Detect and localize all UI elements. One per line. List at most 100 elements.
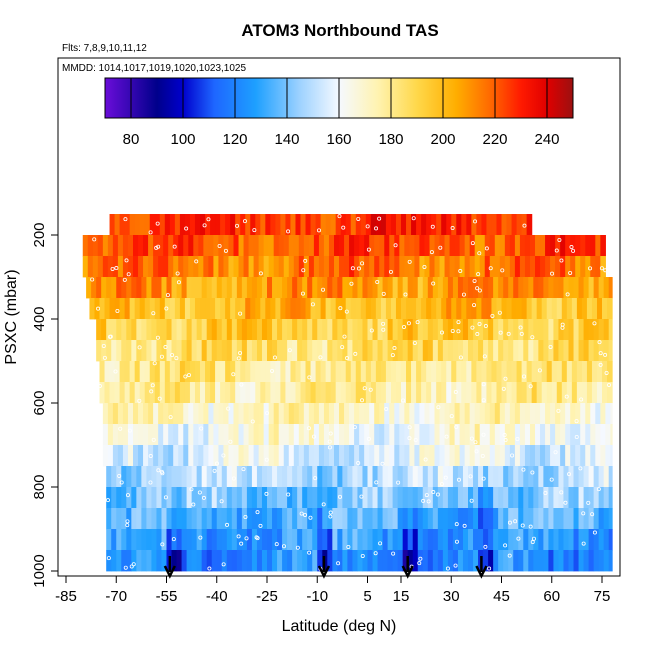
heat-cell: [186, 340, 193, 362]
heat-cell: [303, 403, 310, 425]
heat-cell: [320, 382, 327, 404]
obs-point: [483, 544, 488, 549]
heat-cell: [216, 508, 223, 530]
obs-point: [114, 266, 119, 271]
obs-point: [522, 374, 527, 379]
heat-cell: [174, 298, 181, 320]
heat-cell: [194, 361, 201, 383]
heat-cell: [457, 508, 464, 530]
obs-point: [106, 556, 111, 561]
obs-point: [311, 434, 316, 439]
obs-point: [506, 331, 511, 336]
heat-cell: [96, 340, 102, 362]
heat-cell: [456, 382, 462, 404]
heat-cell: [474, 235, 481, 257]
heat-cell: [352, 340, 359, 362]
obs-point: [381, 327, 386, 332]
heat-cell: [228, 403, 235, 425]
heat-cell: [166, 466, 173, 488]
heat-cell: [409, 235, 415, 257]
heat-cell: [211, 319, 218, 341]
heat-cell: [282, 277, 288, 299]
heat-cell: [149, 214, 156, 236]
heat-cell: [476, 361, 482, 383]
heat-cell: [390, 214, 397, 236]
heat-cell: [359, 445, 365, 467]
heat-cell: [141, 319, 147, 341]
heat-cell: [462, 466, 469, 488]
heat-cell: [112, 445, 119, 467]
heat-cell: [558, 508, 565, 530]
heat-cell: [417, 340, 424, 362]
heat-cell: [292, 487, 298, 509]
heat-cell: [347, 466, 354, 488]
x-tick-label: 45: [493, 588, 510, 605]
obs-point: [299, 511, 304, 516]
heat-cell: [201, 550, 208, 572]
obs-point: [393, 243, 398, 248]
heat-cell: [332, 466, 338, 488]
heat-cell: [560, 424, 566, 446]
heat-cell: [524, 403, 531, 425]
heat-cell: [523, 319, 529, 341]
heat-cell: [397, 340, 404, 362]
heat-cell: [297, 550, 303, 572]
heat-cell: [203, 445, 209, 467]
heat-cell: [531, 298, 538, 320]
heat-cell: [126, 508, 132, 530]
heat-cell: [290, 298, 297, 320]
heat-cell: [555, 445, 561, 467]
heat-cell: [484, 235, 491, 257]
obs-point: [507, 553, 512, 558]
obs-point: [199, 426, 204, 431]
heat-cell: [215, 382, 221, 404]
heat-cell: [603, 319, 610, 341]
obs-point: [445, 566, 450, 571]
obs-point: [565, 292, 570, 297]
heat-cell: [258, 445, 265, 467]
heat-cell: [593, 487, 600, 509]
heat-cell: [243, 445, 250, 467]
heat-cell: [134, 214, 141, 236]
heat-cell: [462, 550, 469, 572]
heat-cell: [449, 424, 456, 446]
obs-point: [474, 449, 479, 454]
heat-cell: [498, 529, 504, 551]
heat-cell: [563, 529, 570, 551]
heat-cell: [178, 445, 184, 467]
heat-cell: [119, 298, 126, 320]
heat-cell: [540, 445, 546, 467]
heat-cell: [303, 445, 310, 467]
heat-cell: [540, 403, 546, 425]
heat-cell: [546, 298, 553, 320]
heat-cell: [193, 445, 199, 467]
heat-cell: [545, 403, 551, 425]
heat-cell: [196, 340, 203, 362]
heat-cell: [342, 487, 348, 509]
heat-cell: [583, 340, 590, 362]
obs-point: [516, 536, 521, 541]
heat-cell: [268, 256, 275, 278]
heat-cell: [478, 508, 484, 530]
heat-cell: [350, 382, 357, 404]
heat-cell: [194, 214, 201, 236]
heat-cell: [288, 424, 295, 446]
heat-cell: [188, 445, 194, 467]
heat-cell: [449, 256, 456, 278]
heat-cell: [258, 424, 265, 446]
obs-point: [423, 457, 428, 462]
obs-point: [274, 542, 279, 547]
heat-cell: [444, 424, 451, 446]
obs-point: [353, 351, 358, 356]
heat-cell: [588, 319, 595, 341]
obs-point: [590, 512, 595, 517]
heat-cell: [188, 235, 194, 257]
heat-cell: [325, 214, 332, 236]
heat-cell: [101, 277, 107, 299]
obs-point: [407, 436, 412, 441]
heat-cell: [503, 529, 509, 551]
heat-cell: [508, 319, 514, 341]
obs-point: [272, 355, 277, 360]
heat-cell: [444, 256, 451, 278]
heat-cell: [580, 424, 586, 446]
